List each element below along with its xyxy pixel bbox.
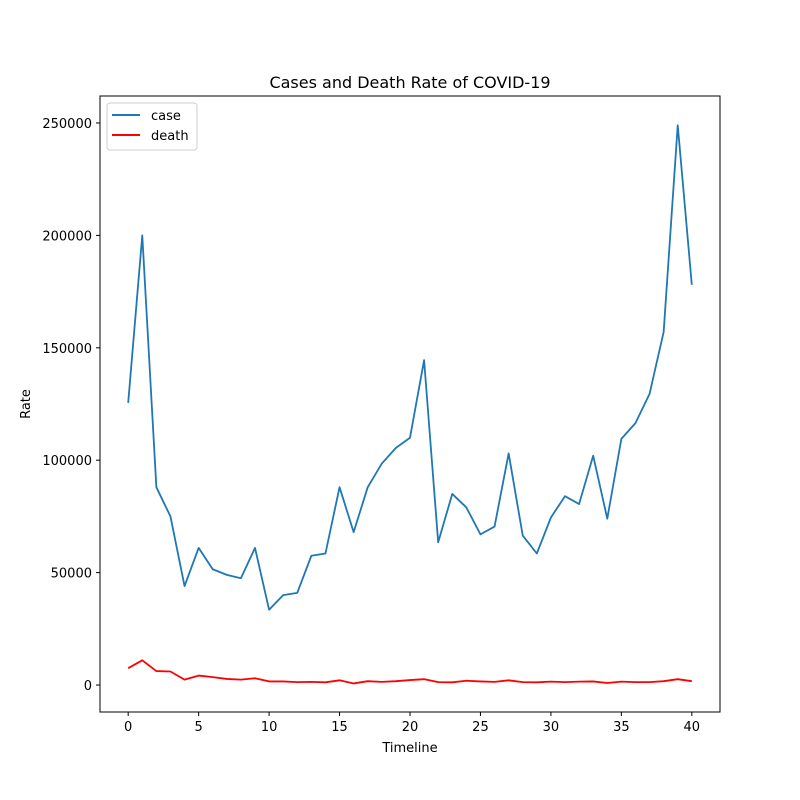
plot-frame	[99, 95, 721, 713]
y-tick-label: 250000	[42, 117, 92, 132]
y-tick-label: 200000	[42, 229, 92, 244]
y-tick-label: 100000	[42, 454, 92, 469]
x-tick-label: 15	[331, 720, 348, 735]
x-tick-label: 30	[543, 720, 560, 735]
x-axis-label: Timeline	[381, 741, 437, 756]
y-axis-label: Rate	[19, 389, 34, 419]
x-tick-label: 0	[124, 720, 132, 735]
x-tick-label: 20	[402, 720, 419, 735]
series-line-case	[127, 124, 693, 611]
legend: case death	[106, 102, 198, 151]
x-tick-label: 35	[613, 720, 630, 735]
series-line-death	[127, 659, 692, 685]
legend-label-case: case	[151, 109, 181, 124]
x-tick-label: 40	[684, 720, 701, 735]
y-tick-label: 150000	[42, 342, 92, 357]
x-tick-label: 25	[472, 720, 489, 735]
y-tick-label: 50000	[51, 567, 92, 582]
x-tick-label: 5	[194, 720, 202, 735]
chart-title: Cases and Death Rate of COVID-19	[269, 73, 550, 92]
y-tick-label: 0	[84, 679, 92, 694]
x-tick-label: 10	[261, 720, 278, 735]
legend-label-death: death	[151, 129, 189, 144]
